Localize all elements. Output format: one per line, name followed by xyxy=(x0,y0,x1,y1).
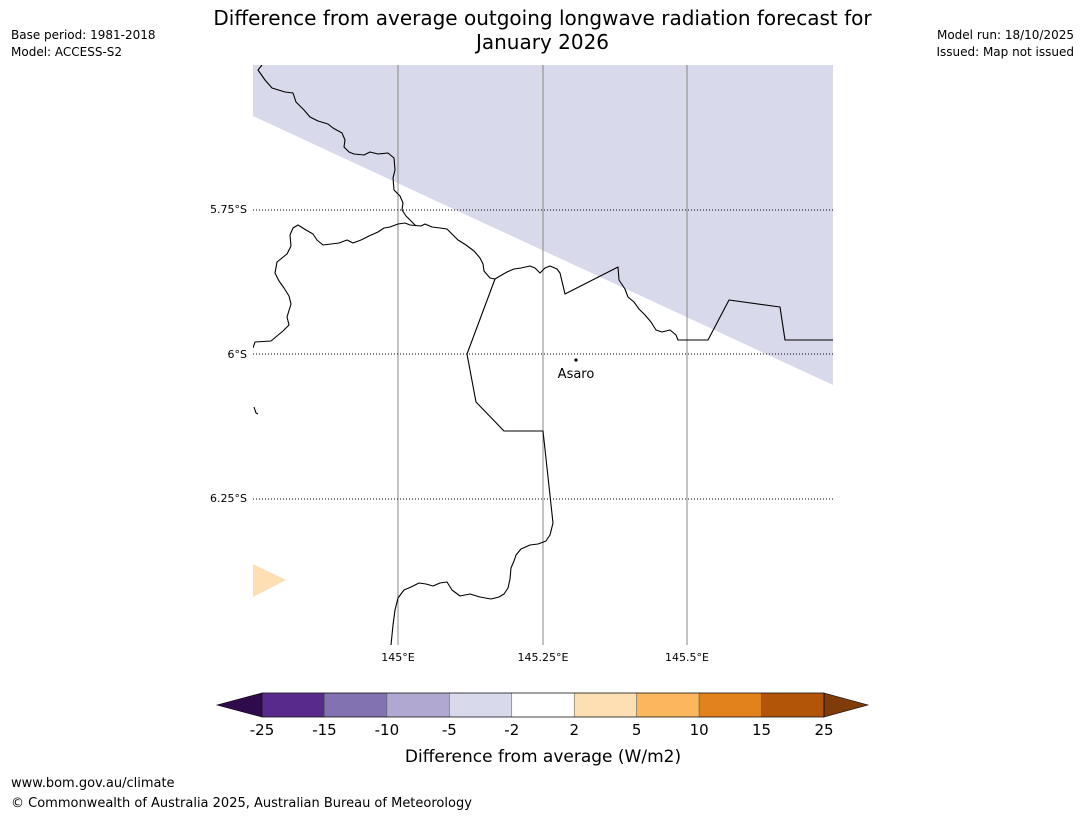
parallel-lines xyxy=(253,209,833,500)
lon-label-145e: 145°E xyxy=(381,651,414,664)
colorbar-under-triangle xyxy=(215,692,263,718)
colorbar-segment xyxy=(261,692,325,718)
asaro-label: Asaro xyxy=(558,367,595,382)
asaro-location-dot xyxy=(574,358,578,362)
colorbar-segment xyxy=(636,692,700,718)
issued-text: Issued: Map not issued xyxy=(936,44,1074,59)
colorbar-tick-label: 25 xyxy=(814,721,833,739)
provincial-boundary xyxy=(390,278,554,645)
colorbar-tick-label: -10 xyxy=(375,721,400,739)
colorbar-segment xyxy=(761,692,825,718)
model-run-text: Model run: 18/10/2025 xyxy=(936,28,1074,42)
colorbar-outline xyxy=(261,692,825,718)
colorbar-segment xyxy=(698,692,762,718)
colorbar-tick-label: 2 xyxy=(569,721,579,739)
metadata-right: Model run: 18/10/2025 Issued: Map not is… xyxy=(936,27,1074,60)
colorbar-segment xyxy=(511,692,575,718)
lat-label-6s: 6°S xyxy=(228,348,247,361)
coastline-fragment xyxy=(253,406,259,415)
lon-label-145-25e: 145.25°E xyxy=(518,651,569,664)
map-title-line-1: Difference from average outgoing longwav… xyxy=(213,6,872,30)
footer-copyright: © Commonwealth of Australia 2025, Austra… xyxy=(11,796,472,811)
colorbar-tick-label: 5 xyxy=(632,721,642,739)
colorbar-segment xyxy=(573,692,637,718)
anomaly-region-plus2-to-plus5 xyxy=(253,564,286,597)
lat-label-6-25s: 6.25°S xyxy=(210,492,247,505)
colorbar-over-triangle xyxy=(823,692,870,718)
colorbar-tick-label: 15 xyxy=(752,721,771,739)
footer: www.bom.gov.au/climate © Commonwealth of… xyxy=(11,774,472,814)
colorbar: -25 -15 -10 -5 -2 2 5 10 15 25 Difference from av… xyxy=(215,692,870,767)
lat-label-5-75s: 5.75°S xyxy=(210,203,247,216)
lon-label-145-5e: 145.5°E xyxy=(665,651,709,664)
colorbar-tick-label: -2 xyxy=(504,721,519,739)
base-period-text: Base period: 1981-2018 xyxy=(11,28,156,42)
colorbar-segment xyxy=(449,692,513,718)
colorbar-segment xyxy=(324,692,388,718)
colorbar-tick-label: -5 xyxy=(442,721,457,739)
map-title: Difference from average outgoing longwav… xyxy=(0,6,1085,54)
metadata-left: Base period: 1981-2018 Model: ACCESS-S2 xyxy=(11,27,156,60)
colorbar-label: Difference from average (W/m2) xyxy=(405,747,681,767)
colorbar-segments xyxy=(261,692,825,718)
map-area xyxy=(253,65,833,645)
coastline-north xyxy=(257,65,417,227)
colorbar-tick-label: -15 xyxy=(312,721,337,739)
footer-url: www.bom.gov.au/climate xyxy=(11,776,175,791)
colorbar-tick-label: 10 xyxy=(690,721,709,739)
colorbar-tick-label: -25 xyxy=(250,721,275,739)
colorbar-tick-labels: -25 -15 -10 -5 -2 2 5 10 15 25 xyxy=(250,721,834,739)
coastline-main xyxy=(253,222,833,349)
model-text: Model: ACCESS-S2 xyxy=(11,44,123,59)
map-title-line-2: January 2026 xyxy=(475,29,610,54)
colorbar-segment xyxy=(386,692,450,718)
meridian-lines xyxy=(397,65,688,645)
